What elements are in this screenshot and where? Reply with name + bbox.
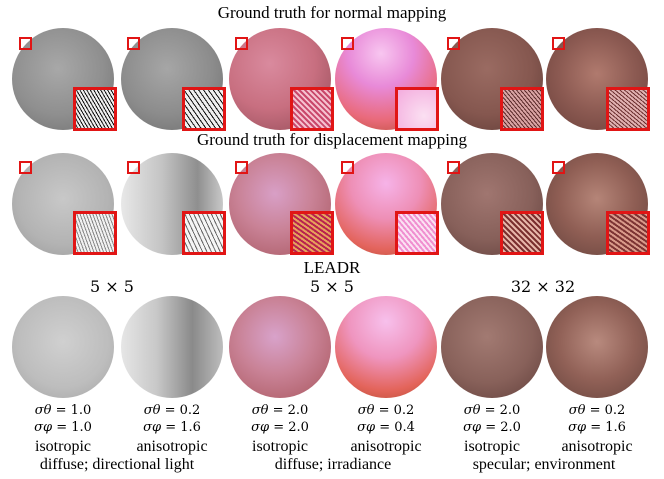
sigma-phi-value: = 0.4	[379, 420, 415, 435]
sphere-leadr-6	[546, 296, 648, 398]
sigma-theta-symbol: σθ	[34, 403, 52, 418]
resolution-label-2: 5 × 5	[310, 277, 354, 296]
zoom-marker	[341, 37, 354, 50]
zoom-marker	[552, 161, 565, 174]
sigma-phi-symbol: σφ	[357, 420, 376, 435]
zoom-inset	[290, 87, 334, 131]
zoom-marker	[341, 161, 354, 174]
resolution-label-1: 5 × 5	[90, 277, 134, 296]
group-label-diffuse-irradiance: diffuse; irradiance	[274, 456, 392, 473]
sigma-theta-symbol: σθ	[251, 403, 269, 418]
param-block-1: σθ = 1.0 σφ = 1.0	[8, 402, 118, 436]
zoom-inset	[182, 87, 226, 131]
leadr-title: LEADR	[303, 258, 361, 277]
sphere-leadr-5	[441, 296, 543, 398]
sigma-theta-symbol: σθ	[463, 403, 481, 418]
sigma-theta-value: = 0.2	[589, 403, 626, 418]
param-block-5: σθ = 2.0 σφ = 2.0	[437, 402, 547, 436]
zoom-marker	[235, 37, 248, 50]
group-label-diffuse-directional: diffuse; directional light	[39, 456, 195, 473]
sigma-phi-value: = 1.0	[56, 420, 92, 435]
zoom-marker	[19, 161, 32, 174]
kind-label-5: isotropic	[464, 438, 520, 455]
sigma-phi-symbol: σφ	[463, 420, 482, 435]
sigma-theta-value: = 1.0	[55, 403, 92, 418]
sigma-theta-value: = 0.2	[164, 403, 201, 418]
zoom-marker	[552, 37, 565, 50]
zoom-marker	[447, 37, 460, 50]
sigma-theta-value: = 2.0	[484, 403, 521, 418]
kind-label-6: anisotropic	[561, 438, 633, 455]
zoom-inset	[500, 87, 544, 131]
zoom-inset	[606, 211, 650, 255]
sigma-phi-symbol: σφ	[568, 420, 587, 435]
sigma-theta-value: = 0.2	[378, 403, 415, 418]
zoom-inset	[500, 211, 544, 255]
zoom-marker	[447, 161, 460, 174]
kind-label-3: isotropic	[252, 438, 308, 455]
zoom-inset	[290, 211, 334, 255]
sphere-leadr-1	[12, 296, 114, 398]
sigma-phi-symbol: σφ	[34, 420, 53, 435]
sphere-leadr-4	[335, 296, 437, 398]
param-block-2: σθ = 0.2 σφ = 1.6	[117, 402, 227, 436]
sphere-leadr-2	[121, 296, 223, 398]
param-block-4: σθ = 0.2 σφ = 0.4	[331, 402, 441, 436]
sigma-theta-symbol: σθ	[143, 403, 161, 418]
displacement-mapping-title: Ground truth for displacement mapping	[196, 130, 468, 149]
param-block-6: σθ = 0.2 σφ = 1.6	[542, 402, 652, 436]
sigma-phi-symbol: σφ	[143, 420, 162, 435]
zoom-inset	[73, 87, 117, 131]
zoom-marker	[127, 37, 140, 50]
sigma-theta-value: = 2.0	[272, 403, 309, 418]
sigma-phi-value: = 2.0	[485, 420, 521, 435]
zoom-inset	[606, 87, 650, 131]
group-label-specular-environment: specular; environment	[472, 456, 616, 473]
zoom-inset	[73, 211, 117, 255]
param-block-3: σθ = 2.0 σφ = 2.0	[225, 402, 335, 436]
sigma-phi-value: = 1.6	[590, 420, 626, 435]
sigma-phi-value: = 1.6	[165, 420, 201, 435]
kind-label-1: isotropic	[35, 438, 91, 455]
zoom-inset	[182, 211, 226, 255]
kind-label-2: anisotropic	[136, 438, 208, 455]
zoom-inset	[395, 211, 439, 255]
sigma-phi-value: = 2.0	[273, 420, 309, 435]
kind-label-4: anisotropic	[350, 438, 422, 455]
zoom-marker	[19, 37, 32, 50]
sphere-leadr-3	[229, 296, 331, 398]
sigma-theta-symbol: σθ	[568, 403, 586, 418]
zoom-marker	[127, 161, 140, 174]
resolution-label-3: 32 × 32	[510, 277, 576, 296]
normal-mapping-title: Ground truth for normal mapping	[217, 3, 447, 22]
sigma-theta-symbol: σθ	[357, 403, 375, 418]
sigma-phi-symbol: σφ	[251, 420, 270, 435]
zoom-marker	[235, 161, 248, 174]
zoom-inset	[395, 87, 439, 131]
